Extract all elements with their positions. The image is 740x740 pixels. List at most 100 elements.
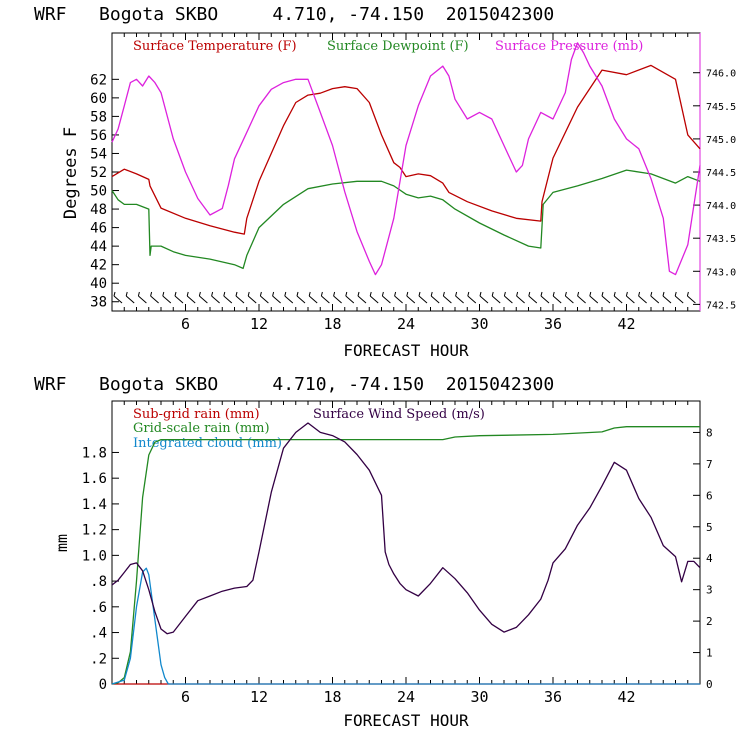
wind-barb-flag (333, 291, 336, 297)
wind-barb-flag (296, 291, 299, 297)
wind-barb-flag (211, 291, 214, 297)
y2-tick-label: 0 (706, 678, 713, 691)
wind-barb-flag (467, 291, 470, 297)
legend-wind-speed: Surface Wind Speed (m/s) (313, 407, 485, 422)
x-tick-label: 36 (544, 315, 562, 333)
legend-pressure: Surface Pressure (mb) (495, 39, 643, 54)
panel1-ylabel: Degrees F (61, 127, 81, 219)
y-tick-label: 1.2 (82, 523, 107, 539)
y-tick-label: 38 (90, 295, 107, 311)
wind-barb (540, 295, 550, 304)
x-tick-label: 24 (397, 688, 415, 706)
wind-barb-flag (540, 291, 543, 297)
wind-barb-flag (137, 291, 140, 297)
panel1-frame (111, 32, 701, 312)
wind-barb (528, 295, 538, 304)
series-line (111, 567, 700, 685)
wind-barb (650, 295, 660, 304)
wind-barb (369, 295, 379, 304)
y2-tick-label: 7 (706, 458, 713, 471)
wind-barb-flag (186, 291, 189, 297)
x-tick-label: 18 (323, 688, 341, 706)
wind-barb (430, 295, 440, 304)
precipitation-panel: WRF Bogota SKBO 4.710, -74.150 201504230… (34, 374, 713, 730)
panel2-x-ticks: 6 12 18 24 30 36 42 (123, 401, 689, 706)
wind-barb (162, 295, 172, 304)
wind-barb (394, 295, 403, 304)
legend-gridscale-rain: Grid-scale rain (mm) (133, 421, 270, 436)
y-tick-label: 44 (90, 239, 107, 255)
wind-barb (479, 295, 489, 304)
wind-barb (113, 295, 123, 304)
wind-barb-flag (564, 291, 567, 297)
wind-barb (138, 295, 147, 304)
y-tick-label: 0 (99, 677, 107, 693)
wind-barb-flag (479, 291, 482, 297)
y2-tick-label: 742.5 (706, 300, 736, 311)
wind-barb (552, 295, 562, 304)
series-line (111, 64, 701, 235)
y-tick-label: .6 (90, 600, 107, 616)
y-tick-label: .2 (90, 651, 107, 667)
wind-barb-flag (381, 291, 384, 297)
wind-barb-flag (198, 291, 201, 297)
panel2-title: WRF Bogota SKBO 4.710, -74.150 201504230… (34, 374, 554, 395)
wind-barbs (113, 291, 696, 304)
wind-barb-flag (418, 291, 421, 297)
wind-barb-flag (625, 291, 628, 297)
wind-barb-flag (455, 291, 458, 297)
y2-tick-label: 6 (706, 489, 713, 502)
wind-barb-flag (247, 291, 250, 297)
wind-barb-flag (577, 291, 580, 297)
wind-barb (565, 295, 574, 304)
y2-tick-label: 744.0 (706, 201, 736, 212)
series-line (111, 422, 701, 635)
wind-barb (272, 295, 281, 304)
wind-barb-flag (320, 291, 323, 297)
wind-barb (174, 295, 184, 304)
wind-barb-flag (638, 291, 641, 297)
wind-barb-flag (650, 291, 653, 297)
legend-subgrid-rain: Sub-grid rain (mm) (133, 407, 260, 422)
wind-barb-flag (430, 291, 433, 297)
y-tick-label: 58 (90, 109, 107, 125)
wind-barb-flag (345, 291, 348, 297)
y-tick-label: 42 (90, 258, 107, 274)
panel2-series (111, 422, 701, 685)
series-line (111, 426, 700, 685)
wind-barb (357, 295, 367, 304)
wind-barb-flag (406, 291, 409, 297)
wind-barb (284, 295, 294, 304)
y-tick-label: 1.0 (82, 548, 107, 564)
wind-barb-flag (686, 291, 689, 297)
y2-tick-label: 3 (706, 584, 713, 597)
wind-barb-flag (589, 291, 592, 297)
x-tick-label: 30 (470, 315, 488, 333)
panel2-xlabel: FORECAST HOUR (343, 711, 469, 730)
x-tick-label: 6 (181, 315, 190, 333)
y2-tick-label: 746.0 (706, 69, 736, 80)
wind-barb (247, 295, 257, 304)
wind-barb-flag (601, 291, 604, 297)
wind-barb-flag (394, 291, 397, 297)
wind-barb-flag (516, 291, 519, 297)
wind-barb-flag (259, 291, 262, 297)
y2-tick-label: 8 (706, 426, 713, 439)
y-tick-label: 40 (90, 276, 107, 292)
x-tick-label: 24 (397, 315, 415, 333)
y-tick-label: 60 (90, 91, 107, 107)
wind-barb (321, 295, 330, 304)
wind-barb (345, 295, 355, 304)
wind-barb (491, 295, 501, 304)
wind-barb (613, 295, 623, 304)
wind-barb-flag (235, 291, 238, 297)
wind-barb (577, 295, 586, 304)
wind-barb (687, 295, 696, 304)
panel1-title: WRF Bogota SKBO 4.710, -74.150 201504230… (34, 4, 554, 25)
wind-barb (601, 295, 611, 304)
y2-tick-label: 743.0 (706, 267, 736, 278)
y2-tick-label: 5 (706, 521, 713, 534)
wind-barb-flag (357, 291, 360, 297)
wind-barb (199, 295, 208, 304)
